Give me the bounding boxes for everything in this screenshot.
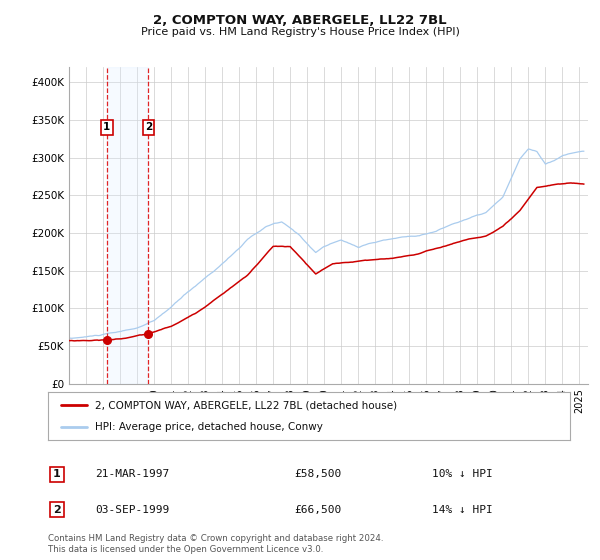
Text: 2: 2 [53, 505, 61, 515]
Text: Price paid vs. HM Land Registry's House Price Index (HPI): Price paid vs. HM Land Registry's House … [140, 27, 460, 37]
Text: 03-SEP-1999: 03-SEP-1999 [95, 505, 169, 515]
Text: 14% ↓ HPI: 14% ↓ HPI [432, 505, 493, 515]
Text: Contains HM Land Registry data © Crown copyright and database right 2024.
This d: Contains HM Land Registry data © Crown c… [48, 534, 383, 554]
Text: 1: 1 [53, 469, 61, 479]
Text: £58,500: £58,500 [295, 469, 341, 479]
Bar [107, 67, 148, 384]
Text: HPI: Average price, detached house, Conwy: HPI: Average price, detached house, Conw… [95, 422, 323, 432]
Text: £66,500: £66,500 [295, 505, 341, 515]
Text: 2, COMPTON WAY, ABERGELE, LL22 7BL: 2, COMPTON WAY, ABERGELE, LL22 7BL [153, 14, 447, 27]
Text: 1: 1 [103, 123, 110, 133]
Text: 10% ↓ HPI: 10% ↓ HPI [432, 469, 493, 479]
Text: 2, COMPTON WAY, ABERGELE, LL22 7BL (detached house): 2, COMPTON WAY, ABERGELE, LL22 7BL (deta… [95, 400, 397, 410]
Text: 21-MAR-1997: 21-MAR-1997 [95, 469, 169, 479]
Text: 2: 2 [145, 123, 152, 133]
